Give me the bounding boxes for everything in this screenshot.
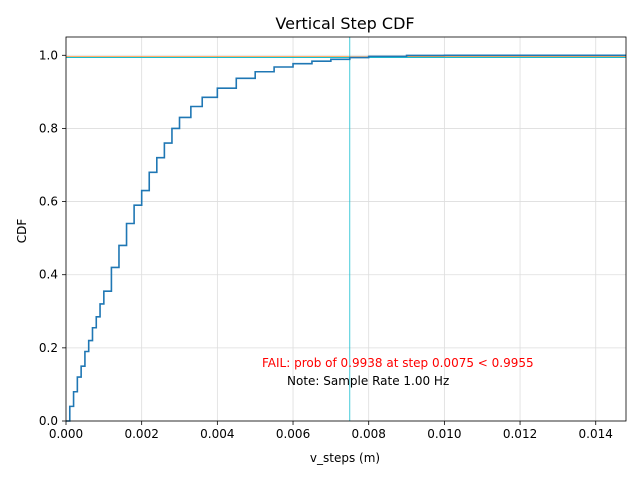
x-tick-label-1: 0.002 bbox=[124, 427, 158, 441]
y-tick-label-1: 0.2 bbox=[39, 341, 58, 355]
x-tick-label-0: 0.000 bbox=[49, 427, 83, 441]
x-tick-label-2: 0.004 bbox=[200, 427, 234, 441]
x-tick-label-6: 0.012 bbox=[503, 427, 537, 441]
plot-frame bbox=[65, 36, 627, 422]
cdf-series-line-0 bbox=[66, 54, 626, 422]
plot-area: 0.000 0.002 0.004 0.006 0.008 0.010 0.012 0.014… bbox=[39, 36, 627, 441]
x-tick-label-4: 0.008 bbox=[352, 427, 386, 441]
x-tick-label-3: 0.006 bbox=[276, 427, 310, 441]
fail-annotation: FAIL: prob of 0.9938 at step 0.0075 < 0.… bbox=[262, 356, 534, 370]
y-tick-label-3: 0.6 bbox=[39, 195, 58, 209]
y-axis-label: CDF bbox=[15, 219, 29, 244]
y-tick-label-2: 0.4 bbox=[39, 268, 58, 282]
x-axis-label: v_steps (m) bbox=[310, 451, 380, 465]
y-tick-label-5: 1.0 bbox=[39, 48, 58, 62]
y-tick-label-0: 0.0 bbox=[39, 414, 58, 428]
sample-rate-note: Note: Sample Rate 1.00 Hz bbox=[287, 374, 449, 388]
chart-title: Vertical Step CDF bbox=[275, 14, 414, 33]
y-tick-label-4: 0.8 bbox=[39, 121, 58, 135]
x-tick-label-5: 0.010 bbox=[427, 427, 461, 441]
x-tick-label-7: 0.014 bbox=[579, 427, 613, 441]
